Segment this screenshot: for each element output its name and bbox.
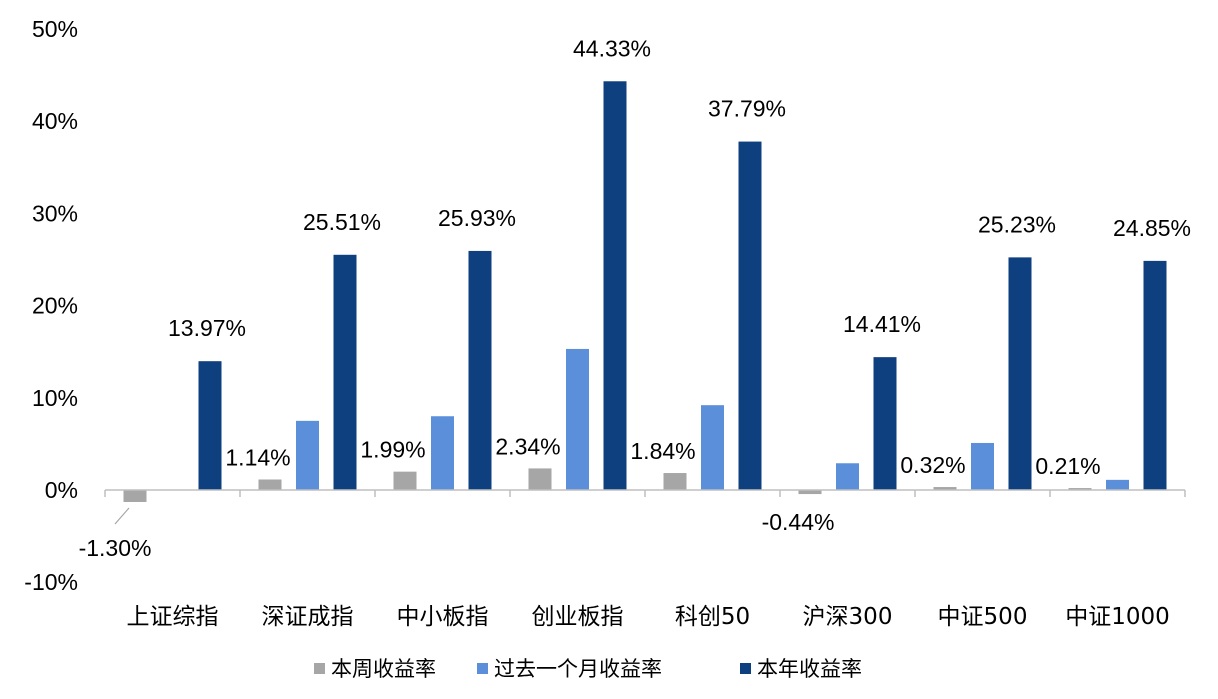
legend-swatch — [477, 663, 488, 674]
x-category-label: 中证1000 — [1065, 604, 1170, 630]
legend-label: 本周收益率 — [331, 657, 436, 681]
bar-s0-6 — [933, 487, 957, 490]
data-label-yearly: 37.79% — [708, 96, 786, 122]
legend-swatch — [740, 663, 751, 674]
data-label-weekly: 0.32% — [900, 452, 965, 478]
y-tick-label: 30% — [32, 200, 78, 226]
bar-s2-3 — [603, 81, 627, 490]
x-category-label: 科创50 — [675, 604, 750, 630]
data-label-weekly: 1.84% — [630, 438, 695, 464]
bar-s2-5 — [873, 357, 897, 490]
data-label-yearly: 14.41% — [843, 311, 921, 337]
bar-s1-3 — [566, 348, 589, 490]
bar-s0-3 — [528, 468, 552, 490]
y-axis-ticks: -10% 0% 10% 20% 30% 40% 50% — [24, 16, 78, 595]
bar-s1-5 — [836, 463, 859, 490]
y-tick-label: 10% — [32, 385, 78, 411]
legend: 本周收益率 过去一个月收益率 本年收益率 — [314, 657, 862, 681]
bar-s2-6 — [1008, 257, 1032, 490]
bar-s2-0 — [198, 361, 222, 490]
bar-s0-4 — [663, 473, 687, 490]
bar-s1-2 — [431, 416, 454, 490]
bar-s0-0 — [123, 490, 147, 502]
bar-s2-1 — [333, 254, 357, 490]
x-axis — [104, 489, 1186, 497]
data-label-yearly: 24.85% — [1113, 215, 1191, 241]
bar-s1-1 — [296, 420, 319, 490]
x-category-label: 沪深300 — [803, 604, 893, 630]
data-label-weekly: 1.14% — [225, 444, 290, 470]
bar-s0-7 — [1068, 488, 1092, 490]
y-tick-label: 50% — [32, 16, 78, 42]
bar-s2-7 — [1143, 260, 1167, 490]
x-category-label: 深证成指 — [262, 604, 354, 630]
data-label-yearly: 25.93% — [438, 205, 516, 231]
bars — [123, 81, 1167, 502]
y-tick-label: 0% — [45, 477, 78, 503]
data-label-yearly: 13.97% — [168, 315, 246, 341]
x-category-label: 创业板指 — [532, 604, 624, 630]
y-tick-label: 40% — [32, 108, 78, 134]
bar-s0-2 — [393, 471, 417, 490]
data-label-yearly: 44.33% — [573, 35, 651, 61]
data-label-weekly: 1.99% — [360, 437, 425, 463]
bar-s0-5 — [798, 490, 822, 495]
bar-s2-2 — [468, 250, 492, 490]
data-label-yearly: 25.23% — [978, 211, 1056, 237]
data-label-weekly: -0.44% — [762, 509, 835, 535]
bar-s1-4 — [701, 405, 724, 490]
data-label-yearly: 25.51% — [303, 209, 381, 235]
y-tick-label: 20% — [32, 293, 78, 319]
x-axis-category-labels: 上证综指 深证成指 中小板指 创业板指 科创50 沪深300 中证500 中证1000 — [127, 604, 1170, 630]
bar-s2-4 — [738, 141, 762, 490]
bar-s1-6 — [971, 442, 994, 490]
data-label-weekly: 2.34% — [495, 433, 560, 459]
x-category-label: 中小板指 — [397, 604, 489, 630]
leader-line — [114, 507, 130, 525]
legend-swatch — [314, 663, 325, 674]
data-label-weekly: -1.30% — [79, 535, 152, 561]
y-tick-label: -10% — [24, 569, 78, 595]
bar-s1-7 — [1106, 479, 1129, 490]
x-category-label: 上证综指 — [127, 604, 219, 630]
data-labels: -1.30% 1.14% 1.99% 2.34% 1.84% -0.44% 0.32% 0.2… — [79, 35, 1191, 561]
data-label-weekly: 0.21% — [1035, 453, 1100, 479]
legend-label: 过去一个月收益率 — [494, 657, 662, 681]
bar-s0-1 — [258, 479, 282, 490]
x-category-label: 中证500 — [938, 604, 1028, 630]
legend-label: 本年收益率 — [757, 657, 862, 681]
